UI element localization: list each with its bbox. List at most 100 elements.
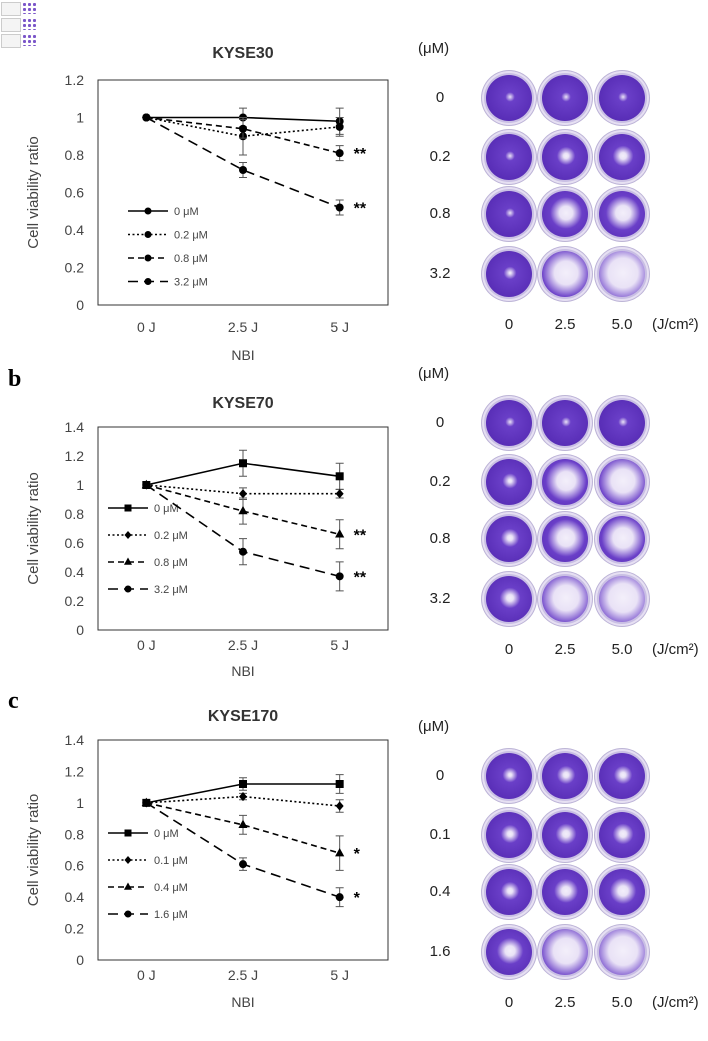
- legend-entry: 0.1 μM: [108, 855, 188, 867]
- culture-well: [595, 455, 649, 509]
- series-2: [142, 480, 344, 500]
- culture-well: [482, 749, 536, 803]
- culture-well: [595, 512, 649, 566]
- energy-label: 5.0: [611, 316, 633, 333]
- x-tick-label: 2.5 J: [228, 319, 258, 335]
- data-point: [335, 847, 345, 857]
- data-point: [335, 203, 344, 212]
- data-point: [142, 798, 151, 807]
- data-point: [142, 113, 151, 122]
- x-tick-label: 2.5 J: [228, 637, 258, 653]
- svg-text:1.6 μM: 1.6 μM: [154, 909, 188, 921]
- energy-label: 0: [504, 641, 514, 658]
- data-point: [335, 149, 344, 158]
- culture-well: [538, 572, 592, 626]
- series-2: [142, 791, 344, 813]
- series-line: [146, 795, 340, 807]
- culture-well: [538, 130, 592, 184]
- x-tick-label: 0 J: [137, 637, 156, 653]
- x-tick-label: 5 J: [330, 967, 349, 983]
- culture-well: [538, 925, 592, 979]
- energy-unit: (J/cm²): [652, 994, 699, 1011]
- svg-text:0 μM: 0 μM: [154, 503, 179, 515]
- y-tick-label: 0.4: [65, 889, 85, 905]
- concentration-label: 0.1: [429, 826, 451, 843]
- svg-text:3.2 μM: 3.2 μM: [174, 277, 208, 289]
- chart-kyse170: KYSE170 0 0.2 0.4 0.6 0.8 1 1.2 1.4 0 J 2.5 J 5 J NB…: [25, 708, 389, 1010]
- culture-well: [595, 572, 649, 626]
- energy-label: 0: [504, 994, 514, 1011]
- y-tick-label: 0.2: [65, 921, 85, 937]
- culture-well: [595, 808, 649, 862]
- legend-entry: 3.2 μM: [108, 584, 188, 596]
- series-3: [141, 797, 345, 871]
- legend-entry: 0.8 μM: [128, 253, 208, 265]
- legend-entry: 0 μM: [108, 503, 179, 515]
- culture-well: [595, 187, 649, 241]
- svg-text:0.1 μM: 0.1 μM: [154, 855, 188, 867]
- y-tick-label: 0: [76, 622, 84, 638]
- series-4: [142, 113, 344, 216]
- data-point: [239, 489, 247, 499]
- svg-text:0 μM: 0 μM: [154, 828, 179, 840]
- series-line: [146, 802, 340, 854]
- data-point: [335, 893, 344, 902]
- y-tick-label: 1: [76, 477, 84, 493]
- culture-well: [538, 865, 592, 919]
- culture-well: [482, 396, 536, 450]
- y-tick-label: 1.4: [65, 732, 85, 748]
- data-point: [239, 780, 247, 788]
- legend-entry: 1.6 μM: [108, 909, 188, 921]
- y-tick-label: 1.2: [65, 448, 85, 464]
- culture-well: [482, 512, 536, 566]
- energy-label: 5.0: [611, 994, 633, 1011]
- x-tick-label: 0 J: [137, 967, 156, 983]
- culture-well: [595, 247, 649, 301]
- significance-mark: **: [354, 527, 367, 544]
- svg-text:0.2 μM: 0.2 μM: [154, 530, 188, 542]
- figure-thumbnail: [0, 0, 40, 48]
- plot-frame: [97, 426, 389, 631]
- svg-text:0 μM: 0 μM: [174, 206, 199, 218]
- y-tick-label: 1.2: [65, 763, 85, 779]
- y-tick-label: 0: [76, 297, 84, 313]
- energy-label: 0: [504, 316, 514, 333]
- y-axis-title: Cell viability ratio: [25, 472, 42, 585]
- concentration-unit: (μM): [418, 718, 450, 735]
- series-4: [142, 481, 344, 592]
- data-point: [239, 166, 247, 174]
- data-point: [335, 572, 344, 581]
- culture-well: [595, 865, 649, 919]
- y-tick-label: 0.6: [65, 535, 85, 551]
- series-1: [142, 774, 344, 807]
- significance-mark: **: [354, 146, 367, 163]
- y-tick-label: 0.8: [65, 826, 85, 842]
- significance-mark: *: [354, 890, 361, 907]
- series-line: [145, 116, 340, 209]
- y-tick-label: 0.6: [65, 185, 85, 201]
- series-1: [142, 449, 344, 490]
- series-line: [146, 116, 340, 138]
- culture-well: [538, 808, 592, 862]
- y-tick-label: 0.8: [65, 147, 85, 163]
- y-axis-title: Cell viability ratio: [25, 794, 42, 907]
- plot-frame: [97, 739, 389, 961]
- y-tick-label: 0.4: [65, 564, 85, 580]
- y-tick-label: 0: [76, 952, 84, 968]
- culture-well: [482, 130, 536, 184]
- energy-label: 5.0: [611, 641, 633, 658]
- culture-well: [482, 247, 536, 301]
- concentration-label: 0.2: [429, 148, 451, 165]
- data-point: [239, 547, 247, 556]
- plates-kyse170: (μM) 0 0.1 0.4 1.6 0 2.5 5.0 (J/cm²): [412, 718, 708, 1018]
- x-tick-label: 0 J: [137, 319, 156, 335]
- y-tick-label: 1: [76, 795, 84, 811]
- x-axis-title: NBI: [231, 347, 254, 363]
- culture-well: [482, 925, 536, 979]
- data-point: [142, 481, 151, 489]
- legend-entry: 0.2 μM: [128, 230, 208, 242]
- energy-label: 2.5: [554, 641, 576, 658]
- culture-well: [538, 396, 592, 450]
- culture-well: [482, 808, 536, 862]
- culture-well: [482, 71, 536, 125]
